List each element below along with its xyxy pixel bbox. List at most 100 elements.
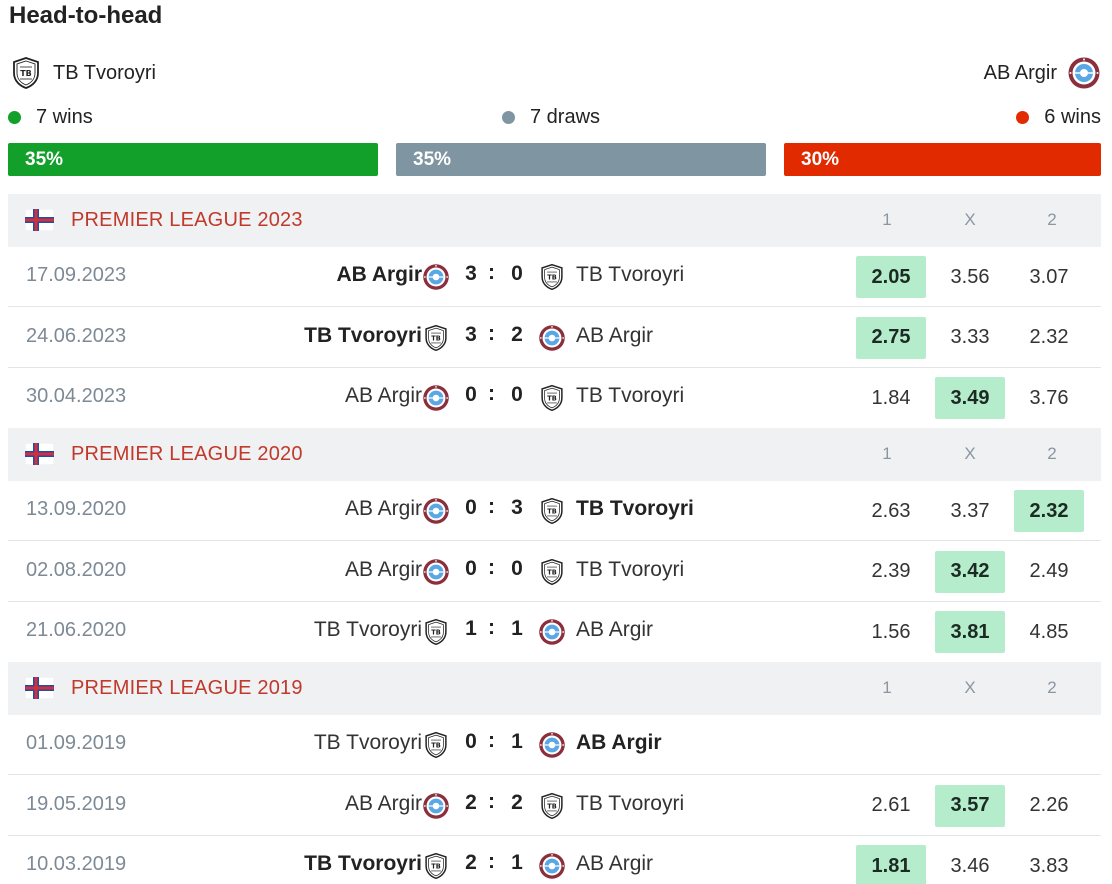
match-row[interactable]: 21.06.2020 TB Tvoroyri 1:1 AB Argir 1.56 3.81… [8, 602, 1101, 662]
tb-tvoroyri-crest-icon [538, 558, 566, 586]
away-score: 0 [511, 383, 523, 406]
odds-o2[interactable]: 2.49 [1029, 560, 1069, 582]
match-date: 17.09.2023 [26, 264, 127, 286]
home-team-name[interactable]: AB Argir [336, 263, 422, 286]
league-header[interactable]: PREMIER LEAGUE 2023 1 X 2 [8, 194, 1101, 247]
teams-header: TB Tvoroyri AB Argir [9, 54, 1101, 92]
odds-ox[interactable]: 3.81 [935, 611, 1005, 653]
home-team-name[interactable]: TB Tvoroyri [304, 852, 422, 875]
home-wins-bar: 35% [8, 143, 378, 176]
league-name[interactable]: PREMIER LEAGUE 2019 [71, 677, 303, 699]
home-team-name[interactable]: TB Tvoroyri [313, 731, 422, 754]
match-row[interactable]: 10.03.2019 TB Tvoroyri 2:1 AB Argir 1.81 3.46… [8, 836, 1101, 884]
odds-o2[interactable]: 2.26 [1029, 794, 1069, 816]
away-score: 1 [511, 730, 523, 753]
match-row[interactable]: 02.08.2020 AB Argir 0:0 TB Tvoroyri 2.39 3.42… [8, 542, 1101, 602]
odds-o1[interactable]: 2.75 [856, 316, 926, 359]
match-row[interactable]: 30.04.2023 AB Argir 0:0 TB Tvoroyri 1.84 3.49… [8, 368, 1101, 428]
league-name[interactable]: PREMIER LEAGUE 2023 [71, 209, 303, 231]
home-score: 2 [465, 851, 477, 874]
tb-tvoroyri-crest-icon [422, 852, 450, 880]
home-team-name[interactable]: AB Argir [344, 497, 422, 520]
home-score: 3 [465, 322, 477, 346]
league-header[interactable]: PREMIER LEAGUE 2019 1 X 2 [8, 662, 1101, 715]
away-team-name[interactable]: AB Argir [576, 731, 662, 754]
match-row[interactable]: 01.09.2019 TB Tvoroyri 0:1 AB Argir [8, 715, 1101, 775]
odds-ox[interactable]: 3.57 [935, 784, 1005, 827]
league-name[interactable]: PREMIER LEAGUE 2020 [71, 443, 303, 465]
ab-argir-crest-icon [422, 558, 450, 586]
odds-o1[interactable]: 1.56 [871, 620, 911, 643]
odds-o2[interactable]: 3.83 [1029, 854, 1069, 877]
match-date: 13.09.2020 [26, 498, 127, 520]
match-row[interactable]: 19.05.2019 AB Argir 2:2 TB Tvoroyri 2.61 3.57… [8, 776, 1101, 836]
score-separator: : [488, 555, 495, 579]
odds-header-two: 2 [1047, 210, 1057, 229]
away-score: 0 [511, 556, 523, 580]
odds-o1[interactable]: 2.39 [871, 560, 911, 582]
odds-header-x: X [964, 210, 976, 229]
odds-o1[interactable]: 1.84 [871, 386, 911, 409]
score-separator: : [488, 382, 495, 405]
away-score: 1 [511, 617, 523, 640]
match-row[interactable]: 24.06.2023 TB Tvoroyri 3:2 AB Argir 2.75 3.33… [8, 308, 1101, 368]
away-team-name[interactable]: TB Tvoroyri [576, 263, 685, 286]
faroe-islands-flag-icon [25, 677, 54, 699]
league-header[interactable]: PREMIER LEAGUE 2020 1 X 2 [8, 428, 1101, 481]
odds-o2[interactable]: 3.07 [1029, 265, 1069, 288]
odds-o1[interactable]: 1.81 [856, 845, 926, 884]
odds-o1[interactable]: 2.05 [856, 256, 926, 298]
draws-stat: 7 draws [502, 102, 600, 132]
home-team-name: TB Tvoroyri [53, 61, 156, 84]
odds-header-two: 2 [1047, 444, 1057, 463]
odds-ox[interactable]: 3.37 [950, 499, 990, 522]
tb-tvoroyri-crest-icon [422, 731, 450, 759]
away-team-name[interactable]: AB Argir [576, 323, 654, 347]
away-team-name[interactable]: TB Tvoroyri [576, 497, 694, 520]
score-separator: : [488, 495, 495, 518]
match-row[interactable]: 17.09.2023 AB Argir 3:0 TB Tvoroyri 2.05 3.56… [8, 247, 1101, 307]
tb-tvoroyri-crest-icon [538, 792, 566, 820]
home-team[interactable]: TB Tvoroyri [9, 54, 156, 92]
away-score: 0 [511, 262, 523, 285]
away-team-name[interactable]: AB Argir [576, 852, 654, 875]
ab-argir-crest-icon [538, 852, 566, 880]
odds-ox[interactable]: 3.42 [935, 550, 1005, 593]
odds-o2[interactable]: 2.32 [1029, 326, 1069, 348]
match-date: 01.09.2019 [26, 732, 127, 754]
odds-o2[interactable]: 2.32 [1014, 490, 1084, 532]
ab-argir-crest-icon [422, 263, 450, 291]
tb-tvoroyri-crest-icon [538, 384, 566, 412]
odds-o2[interactable]: 3.76 [1029, 386, 1069, 409]
odds-ox[interactable]: 3.49 [935, 377, 1005, 419]
away-team-name[interactable]: TB Tvoroyri [576, 384, 685, 407]
home-score: 1 [465, 617, 477, 640]
odds-o2[interactable]: 4.85 [1029, 620, 1069, 643]
away-score: 2 [511, 322, 523, 346]
ab-argir-crest-icon [422, 792, 450, 820]
odds-ox[interactable]: 3.33 [950, 326, 990, 348]
home-team-name[interactable]: TB Tvoroyri [304, 323, 422, 347]
tb-tvoroyri-crest-icon [538, 497, 566, 525]
score-separator: : [488, 789, 495, 813]
odds-o1[interactable]: 2.61 [871, 794, 911, 816]
home-team-name[interactable]: TB Tvoroyri [313, 618, 422, 641]
odds-header-x: X [964, 678, 976, 697]
away-team[interactable]: AB Argir [984, 54, 1101, 92]
away-team-name[interactable]: TB Tvoroyri [576, 557, 685, 581]
away-team-name[interactable]: AB Argir [576, 618, 654, 641]
odds-o1[interactable]: 2.63 [871, 499, 911, 522]
match-row[interactable]: 13.09.2020 AB Argir 0:3 TB Tvoroyri 2.63 3.37… [8, 481, 1101, 541]
ab-argir-crest-icon [538, 618, 566, 646]
odds-header-one: 1 [882, 678, 892, 697]
match-date: 24.06.2023 [26, 324, 127, 347]
ab-argir-crest-icon [1067, 56, 1101, 90]
odds-ox[interactable]: 3.56 [950, 265, 990, 288]
odds-ox[interactable]: 3.46 [950, 854, 990, 877]
home-team-name[interactable]: AB Argir [344, 384, 422, 407]
home-score: 0 [465, 496, 477, 519]
home-team-name[interactable]: AB Argir [344, 791, 422, 815]
home-team-name[interactable]: AB Argir [344, 557, 422, 581]
match-date: 02.08.2020 [26, 558, 127, 581]
away-team-name[interactable]: TB Tvoroyri [576, 791, 685, 815]
